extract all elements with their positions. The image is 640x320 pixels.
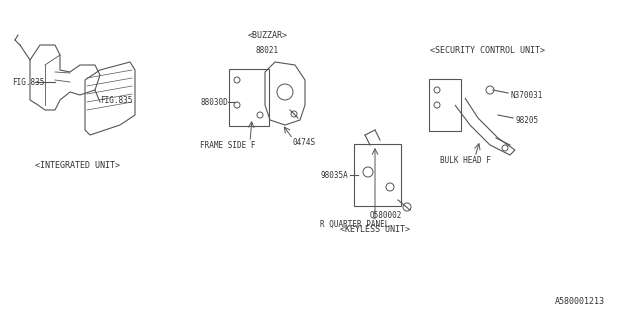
Text: <SECURITY CONTROL UNIT>: <SECURITY CONTROL UNIT> bbox=[430, 45, 545, 54]
Text: A580001213: A580001213 bbox=[555, 298, 605, 307]
Text: <KEYLESS UNIT>: <KEYLESS UNIT> bbox=[340, 226, 410, 235]
Text: 98035A: 98035A bbox=[320, 171, 348, 180]
Text: 88021: 88021 bbox=[255, 45, 278, 54]
Text: 98205: 98205 bbox=[515, 116, 538, 124]
Text: FRAME SIDE F: FRAME SIDE F bbox=[200, 140, 255, 149]
Text: <INTEGRATED UNIT>: <INTEGRATED UNIT> bbox=[35, 161, 120, 170]
Text: R QUARTER PANEL: R QUARTER PANEL bbox=[320, 220, 389, 228]
Text: FIG.835: FIG.835 bbox=[100, 95, 132, 105]
Text: 0474S: 0474S bbox=[292, 138, 315, 147]
Text: Q580002: Q580002 bbox=[370, 211, 403, 220]
Text: <BUZZAR>: <BUZZAR> bbox=[248, 30, 288, 39]
Text: BULK HEAD F: BULK HEAD F bbox=[440, 156, 491, 164]
Text: FIG.835: FIG.835 bbox=[12, 77, 44, 86]
Text: 88030D: 88030D bbox=[200, 98, 228, 107]
Text: N370031: N370031 bbox=[510, 91, 542, 100]
